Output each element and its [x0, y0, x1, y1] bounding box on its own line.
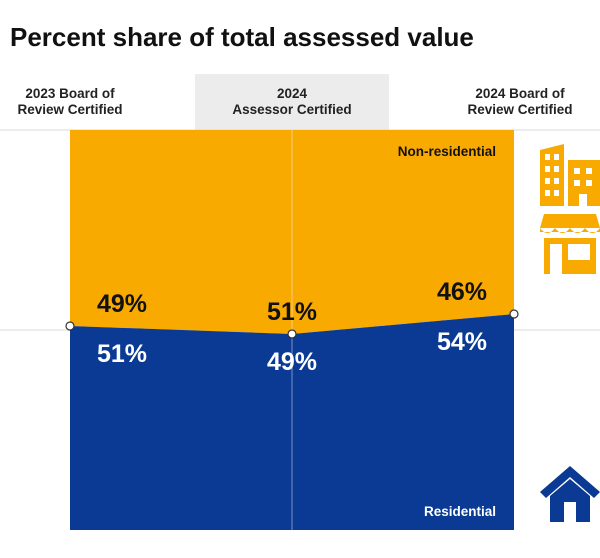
- non-residential-area: [70, 130, 514, 334]
- column-header-line: Review Certified: [17, 102, 123, 117]
- non-residential-value-label: 51%: [267, 298, 317, 326]
- residential-series-label: Residential: [424, 504, 496, 519]
- residential-value-label: 49%: [267, 348, 317, 376]
- boundary-point: [65, 321, 75, 331]
- column-header-line: Assessor Certified: [232, 102, 352, 117]
- boundary-point: [287, 329, 297, 339]
- non-residential-value-label: 46%: [437, 278, 487, 306]
- column-header-line: 2024: [276, 85, 308, 101]
- residential-value-label: 54%: [437, 328, 487, 356]
- column-header-line: 2023 Board of: [25, 85, 115, 101]
- chart-title: Percent share of total assessed value: [10, 22, 474, 52]
- column-header-line: Review Certified: [467, 102, 573, 117]
- non-residential-series-label: Non-residential: [398, 144, 496, 159]
- column-header-2024-board-of-review: 2024 Board of Review Certified: [440, 74, 600, 130]
- residential-area: [70, 314, 514, 530]
- residential-value-label: 51%: [97, 340, 147, 368]
- column-header-line: 2024 Board of: [475, 85, 565, 101]
- house-icon: [540, 466, 600, 522]
- office-building-icon: [540, 144, 600, 206]
- non-residential-value-label: 49%: [97, 290, 147, 318]
- column-header-2024-assessor: 2024 Assessor Certified: [195, 74, 389, 130]
- boundary-point: [509, 309, 519, 319]
- column-header-2023-board-of-review: 2023 Board of Review Certified: [0, 74, 140, 130]
- storefront-icon: [540, 214, 600, 274]
